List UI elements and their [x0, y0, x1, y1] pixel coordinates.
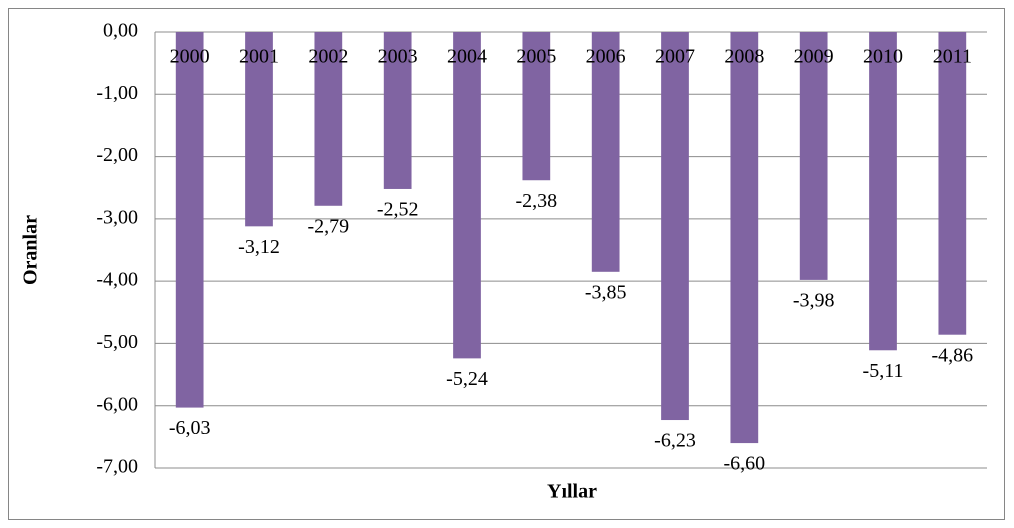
data-label: -3,12	[238, 236, 280, 258]
y-tick-label: -4,00	[96, 269, 138, 291]
y-axis-title: Oranlar	[20, 215, 42, 285]
data-label: -4,86	[931, 344, 973, 366]
bar	[314, 32, 343, 206]
data-label: -6,23	[654, 430, 696, 452]
data-label: -6,60	[723, 453, 765, 475]
bar	[730, 32, 759, 444]
y-tick-label: -2,00	[96, 144, 138, 166]
bar	[661, 32, 689, 421]
bar	[522, 32, 551, 181]
x-tick-label: 2005	[516, 46, 556, 68]
x-tick-label: 2002	[308, 46, 348, 68]
x-tick-label: 2000	[170, 46, 210, 68]
data-label: -5,11	[863, 360, 904, 382]
y-tick-label: -6,00	[96, 393, 138, 415]
x-tick-label: 2004	[447, 46, 487, 68]
data-label: -2,38	[515, 190, 557, 212]
data-label: -2,79	[307, 215, 349, 237]
x-tick-label: 2003	[378, 46, 418, 68]
x-tick-label: 2001	[239, 46, 279, 68]
y-tick-label: -5,00	[96, 331, 138, 353]
bar	[383, 32, 412, 189]
x-tick-label: 2008	[724, 46, 764, 68]
data-label: -5,24	[446, 368, 488, 390]
bar	[453, 32, 481, 359]
bar	[938, 32, 967, 335]
x-tick-label: 2010	[863, 46, 903, 68]
bar	[591, 32, 620, 272]
y-tick-label: 0,00	[103, 20, 138, 42]
bar	[245, 32, 273, 227]
x-tick-label: 2007	[655, 46, 695, 68]
data-label: -6,03	[169, 417, 211, 439]
y-tick-label: -7,00	[96, 456, 138, 478]
x-tick-label: 2011	[933, 46, 972, 68]
bar	[175, 32, 204, 408]
x-axis-title: Yıllar	[547, 481, 597, 503]
data-label: -3,98	[793, 289, 835, 311]
chart-border	[8, 8, 1005, 520]
x-tick-label: 2009	[794, 46, 834, 68]
y-tick-label: -1,00	[96, 82, 138, 104]
bar	[799, 32, 828, 280]
bar	[869, 32, 897, 351]
x-tick-label: 2006	[586, 46, 626, 68]
data-label: -2,52	[377, 199, 419, 221]
data-label: -3,85	[585, 281, 627, 303]
y-tick-label: -3,00	[96, 206, 138, 228]
